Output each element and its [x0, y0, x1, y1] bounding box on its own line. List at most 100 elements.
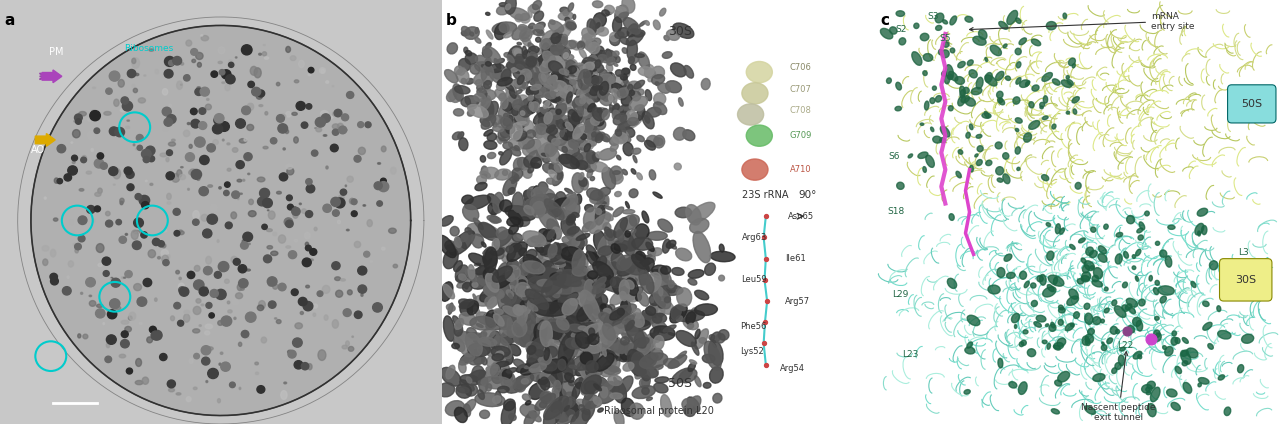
Ellipse shape — [600, 75, 613, 87]
Circle shape — [106, 88, 113, 94]
Ellipse shape — [503, 399, 515, 410]
Ellipse shape — [625, 280, 634, 289]
Ellipse shape — [534, 91, 541, 95]
Circle shape — [264, 255, 271, 263]
Ellipse shape — [481, 96, 490, 110]
Ellipse shape — [205, 104, 211, 110]
Ellipse shape — [509, 79, 526, 89]
Circle shape — [270, 138, 276, 144]
Ellipse shape — [600, 109, 608, 117]
Ellipse shape — [646, 397, 653, 401]
Ellipse shape — [684, 404, 695, 416]
Ellipse shape — [276, 82, 280, 86]
Ellipse shape — [536, 276, 541, 287]
Ellipse shape — [539, 229, 548, 234]
Ellipse shape — [554, 91, 572, 100]
Ellipse shape — [195, 265, 200, 271]
Ellipse shape — [1034, 322, 1042, 327]
Ellipse shape — [622, 69, 630, 78]
Circle shape — [78, 216, 87, 224]
Ellipse shape — [261, 337, 266, 343]
Point — [755, 213, 776, 220]
Ellipse shape — [265, 112, 268, 115]
Ellipse shape — [637, 338, 650, 351]
Ellipse shape — [628, 353, 655, 367]
Ellipse shape — [582, 359, 595, 371]
Ellipse shape — [494, 230, 512, 247]
Ellipse shape — [307, 364, 312, 370]
Ellipse shape — [524, 319, 532, 328]
Ellipse shape — [584, 75, 594, 83]
Ellipse shape — [248, 103, 253, 110]
Ellipse shape — [163, 229, 166, 232]
Ellipse shape — [520, 106, 531, 117]
Ellipse shape — [646, 232, 667, 240]
Ellipse shape — [479, 339, 490, 349]
Ellipse shape — [671, 63, 686, 77]
Ellipse shape — [515, 174, 518, 181]
Ellipse shape — [561, 238, 584, 255]
Ellipse shape — [613, 101, 618, 106]
Ellipse shape — [1015, 18, 1021, 23]
Ellipse shape — [968, 60, 973, 65]
Ellipse shape — [579, 338, 602, 353]
Ellipse shape — [544, 323, 545, 329]
Circle shape — [108, 310, 116, 319]
Ellipse shape — [499, 138, 507, 143]
Ellipse shape — [689, 270, 704, 278]
Ellipse shape — [577, 337, 585, 345]
Ellipse shape — [1066, 296, 1079, 305]
Ellipse shape — [465, 27, 479, 39]
Ellipse shape — [641, 254, 655, 267]
Ellipse shape — [686, 312, 695, 324]
Ellipse shape — [1224, 407, 1231, 416]
Ellipse shape — [503, 63, 513, 76]
Circle shape — [293, 338, 302, 347]
Ellipse shape — [695, 329, 708, 349]
Ellipse shape — [659, 300, 673, 314]
Ellipse shape — [613, 63, 618, 66]
Circle shape — [173, 56, 182, 65]
Ellipse shape — [623, 363, 634, 371]
Ellipse shape — [257, 305, 264, 311]
Ellipse shape — [513, 48, 525, 59]
Ellipse shape — [579, 326, 586, 329]
Ellipse shape — [604, 305, 631, 326]
Circle shape — [278, 283, 285, 291]
Ellipse shape — [490, 364, 499, 377]
Ellipse shape — [956, 171, 961, 178]
Ellipse shape — [521, 265, 526, 272]
Ellipse shape — [506, 125, 515, 134]
Ellipse shape — [600, 304, 607, 309]
Ellipse shape — [495, 315, 512, 326]
Ellipse shape — [544, 396, 568, 420]
Ellipse shape — [718, 330, 728, 340]
Ellipse shape — [536, 315, 547, 326]
Ellipse shape — [481, 331, 486, 335]
Ellipse shape — [701, 78, 710, 90]
Circle shape — [334, 198, 346, 208]
Ellipse shape — [552, 348, 558, 362]
Ellipse shape — [503, 328, 516, 336]
Circle shape — [340, 189, 347, 195]
Ellipse shape — [586, 361, 603, 376]
Ellipse shape — [899, 38, 906, 45]
Ellipse shape — [1015, 147, 1020, 154]
Ellipse shape — [972, 87, 982, 95]
Ellipse shape — [338, 123, 343, 130]
Ellipse shape — [1039, 106, 1043, 109]
Ellipse shape — [573, 14, 576, 20]
Ellipse shape — [461, 31, 467, 36]
Ellipse shape — [492, 115, 503, 125]
Circle shape — [195, 137, 205, 147]
Ellipse shape — [576, 399, 593, 408]
Ellipse shape — [524, 120, 534, 133]
Ellipse shape — [684, 318, 699, 330]
Ellipse shape — [576, 326, 585, 333]
Circle shape — [123, 101, 133, 111]
Ellipse shape — [517, 75, 524, 84]
Ellipse shape — [529, 206, 548, 215]
Ellipse shape — [556, 262, 566, 267]
Ellipse shape — [119, 354, 125, 358]
Ellipse shape — [663, 359, 680, 368]
